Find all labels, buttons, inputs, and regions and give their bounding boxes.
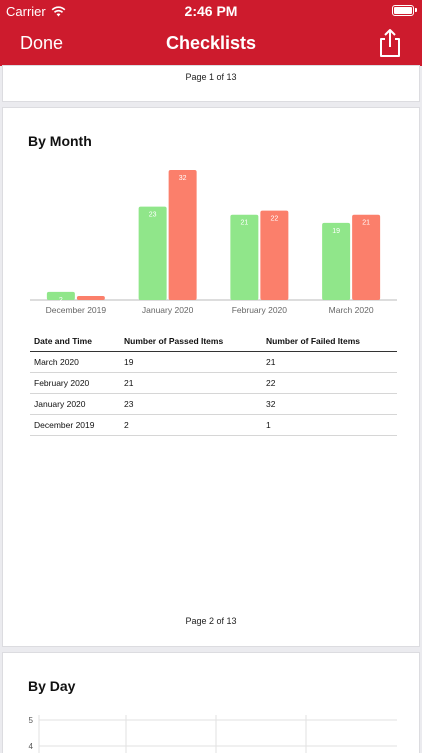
category-label: January 2020	[142, 305, 194, 315]
table-row: February 2020 21 22	[30, 372, 397, 394]
page-footer: Page 1 of 13	[185, 72, 237, 82]
table-cell: 32	[262, 393, 397, 415]
y-tick-label: 5	[29, 716, 34, 725]
category-label: February 2020	[232, 305, 288, 315]
bar-value-label: 19	[332, 228, 340, 235]
bar	[260, 210, 289, 300]
navigation-bar: Done Checklists	[0, 22, 422, 66]
table-cell: 1	[262, 414, 397, 436]
by-day-chart: 54	[29, 715, 397, 753]
report-page-1: Page 1 of 13	[3, 66, 419, 101]
carrier-label: Carrier	[6, 4, 46, 19]
column-header: Number of Passed Items	[120, 332, 262, 352]
category-label: March 2020	[329, 305, 374, 315]
table-cell: March 2020	[30, 351, 120, 373]
bar-value-label: 23	[149, 212, 157, 219]
bar	[168, 170, 197, 300]
page-footer: Page 2 of 13	[185, 616, 237, 626]
table-cell: 21	[120, 372, 262, 394]
table-header-row: Date and Time Number of Passed Items Num…	[30, 332, 397, 352]
table-cell: January 2020	[30, 393, 120, 415]
bar-value-label: 2	[59, 297, 63, 304]
section-title-by-month: By Month	[28, 133, 92, 149]
y-tick-label: 4	[29, 742, 34, 751]
report-page-2: By Month 2 1 December 2019 23 32 January 2020…	[3, 108, 419, 646]
bar	[322, 222, 351, 300]
carrier-indicator: Carrier	[6, 4, 66, 19]
section-title-by-day: By Day	[28, 678, 76, 694]
bar	[352, 214, 381, 300]
category-label: December 2019	[46, 305, 107, 315]
table-cell: 19	[120, 351, 262, 373]
bar-value-label: 22	[270, 216, 278, 223]
bar-value-label: 21	[362, 220, 370, 227]
share-icon[interactable]	[376, 28, 404, 58]
column-header: Date and Time	[30, 332, 120, 352]
bar	[230, 214, 259, 300]
table-cell: 23	[120, 393, 262, 415]
bar	[76, 295, 105, 300]
battery-icon	[392, 5, 417, 16]
table-row: March 2020 19 21	[30, 351, 397, 373]
page-title: Checklists	[165, 33, 257, 53]
table-cell: December 2019	[30, 414, 120, 436]
done-button[interactable]: Done	[20, 33, 64, 53]
table-cell: 21	[262, 351, 397, 373]
bar-value-label: 32	[179, 175, 187, 182]
table-cell: 2	[120, 414, 262, 436]
wifi-icon	[51, 6, 66, 17]
bar-value-label: 1	[89, 301, 93, 308]
column-header: Number of Failed Items	[262, 332, 397, 352]
table-cell: 22	[262, 372, 397, 394]
table-cell: February 2020	[30, 372, 120, 394]
by-month-table: Date and Time Number of Passed Items Num…	[30, 332, 397, 436]
table-row: December 2019 2 1	[30, 414, 397, 436]
table-row: January 2020 23 32	[30, 393, 397, 415]
bar	[138, 206, 167, 300]
status-bar: Carrier 2:46 PM	[0, 0, 422, 22]
bar	[46, 291, 75, 300]
clock: 2:46 PM	[184, 3, 238, 19]
bar-value-label: 21	[240, 220, 248, 227]
